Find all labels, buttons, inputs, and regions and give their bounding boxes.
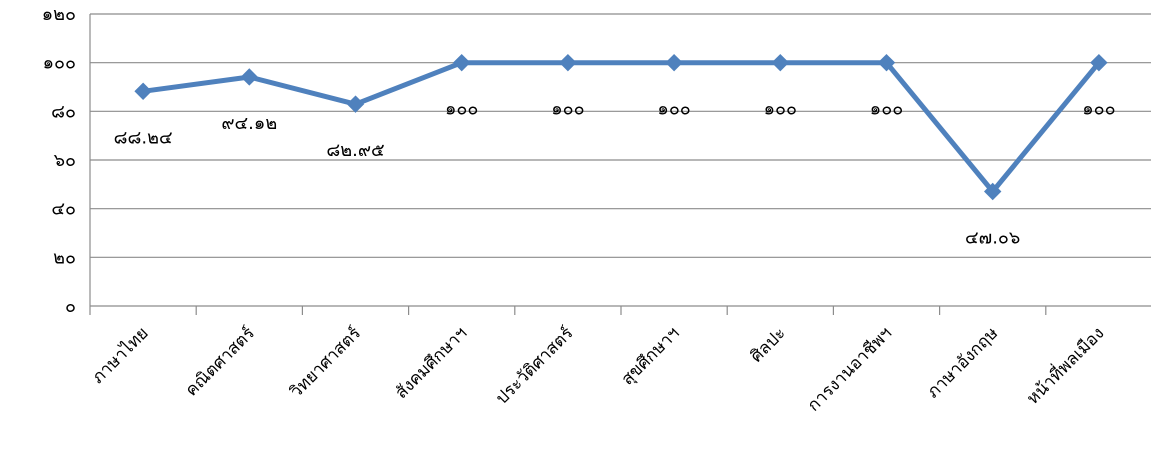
data-label: ๑๐๐: [551, 99, 584, 120]
data-label: ๑๐๐: [870, 99, 903, 120]
gridlines: [90, 13, 1151, 307]
y-axis-tick-labels: ๐ ๒๐ ๔๐ ๖๐ ๘๐ ๑๐๐ ๑๒๐: [42, 4, 76, 317]
x-tick-label: สังคมศึกษาฯ: [392, 323, 472, 403]
data-label: ๑๐๐: [657, 99, 690, 120]
data-point-marker: [452, 53, 471, 72]
data-point-marker: [983, 182, 1002, 201]
series-line-path: [142, 60, 1101, 194]
x-axis: [89, 14, 1047, 315]
data-label: ๘๘.๒๔: [114, 127, 173, 148]
y-tick-label: ๘๐: [51, 101, 76, 122]
data-point-marker: [771, 53, 790, 72]
series-line: [142, 60, 1101, 194]
x-axis-tick-labels: ภาษาไทย คณิตศาสตร์ วิทยาศาสตร์ สังคมศึกษาฯป…: [87, 321, 1108, 415]
y-tick-label: ๔๐: [51, 199, 76, 220]
y-tick-label: ๖๐: [54, 150, 76, 171]
data-label: ๔๗.๐๖: [965, 227, 1020, 248]
x-tick-label: ภาษาอังกฤษ: [923, 323, 1002, 402]
y-tick-label: ๐: [65, 296, 76, 317]
x-tick-label: สุขศึกษาฯ: [618, 323, 684, 389]
data-label: ๑๐๐: [764, 99, 797, 120]
data-markers: [134, 53, 1108, 201]
data-label: ๑๐๐: [445, 99, 478, 120]
x-tick-label: ประวัติศาสตร์: [492, 323, 577, 408]
x-tick-label: คณิตศาสตร์: [182, 323, 259, 400]
data-point-marker: [240, 68, 259, 86]
data-point-marker: [1090, 53, 1108, 72]
data-point-marker: [665, 53, 683, 72]
x-tick-label: ภาษาไทย: [87, 323, 152, 388]
data-point-marker: [346, 95, 365, 113]
x-tick-label: การงานอาชีพฯ: [804, 323, 896, 415]
data-label: ๑๐๐: [1082, 99, 1115, 120]
data-label: ๘๒.๙๕: [326, 140, 384, 161]
x-tick-label: หน้าที่พลเมือง: [1021, 321, 1108, 408]
y-tick-label: ๑๐๐: [43, 53, 76, 74]
data-point-marker: [877, 53, 896, 72]
y-tick-label: ๒๐: [53, 247, 76, 268]
data-label: ๙๔.๑๒: [221, 113, 277, 134]
data-point-marker: [559, 53, 577, 72]
x-tick-label: วิทยาศาสตร์: [286, 323, 365, 402]
x-tick-label: ศิลปะ: [747, 323, 790, 366]
y-tick-label: ๑๒๐: [42, 4, 76, 25]
data-point-marker: [134, 82, 152, 100]
